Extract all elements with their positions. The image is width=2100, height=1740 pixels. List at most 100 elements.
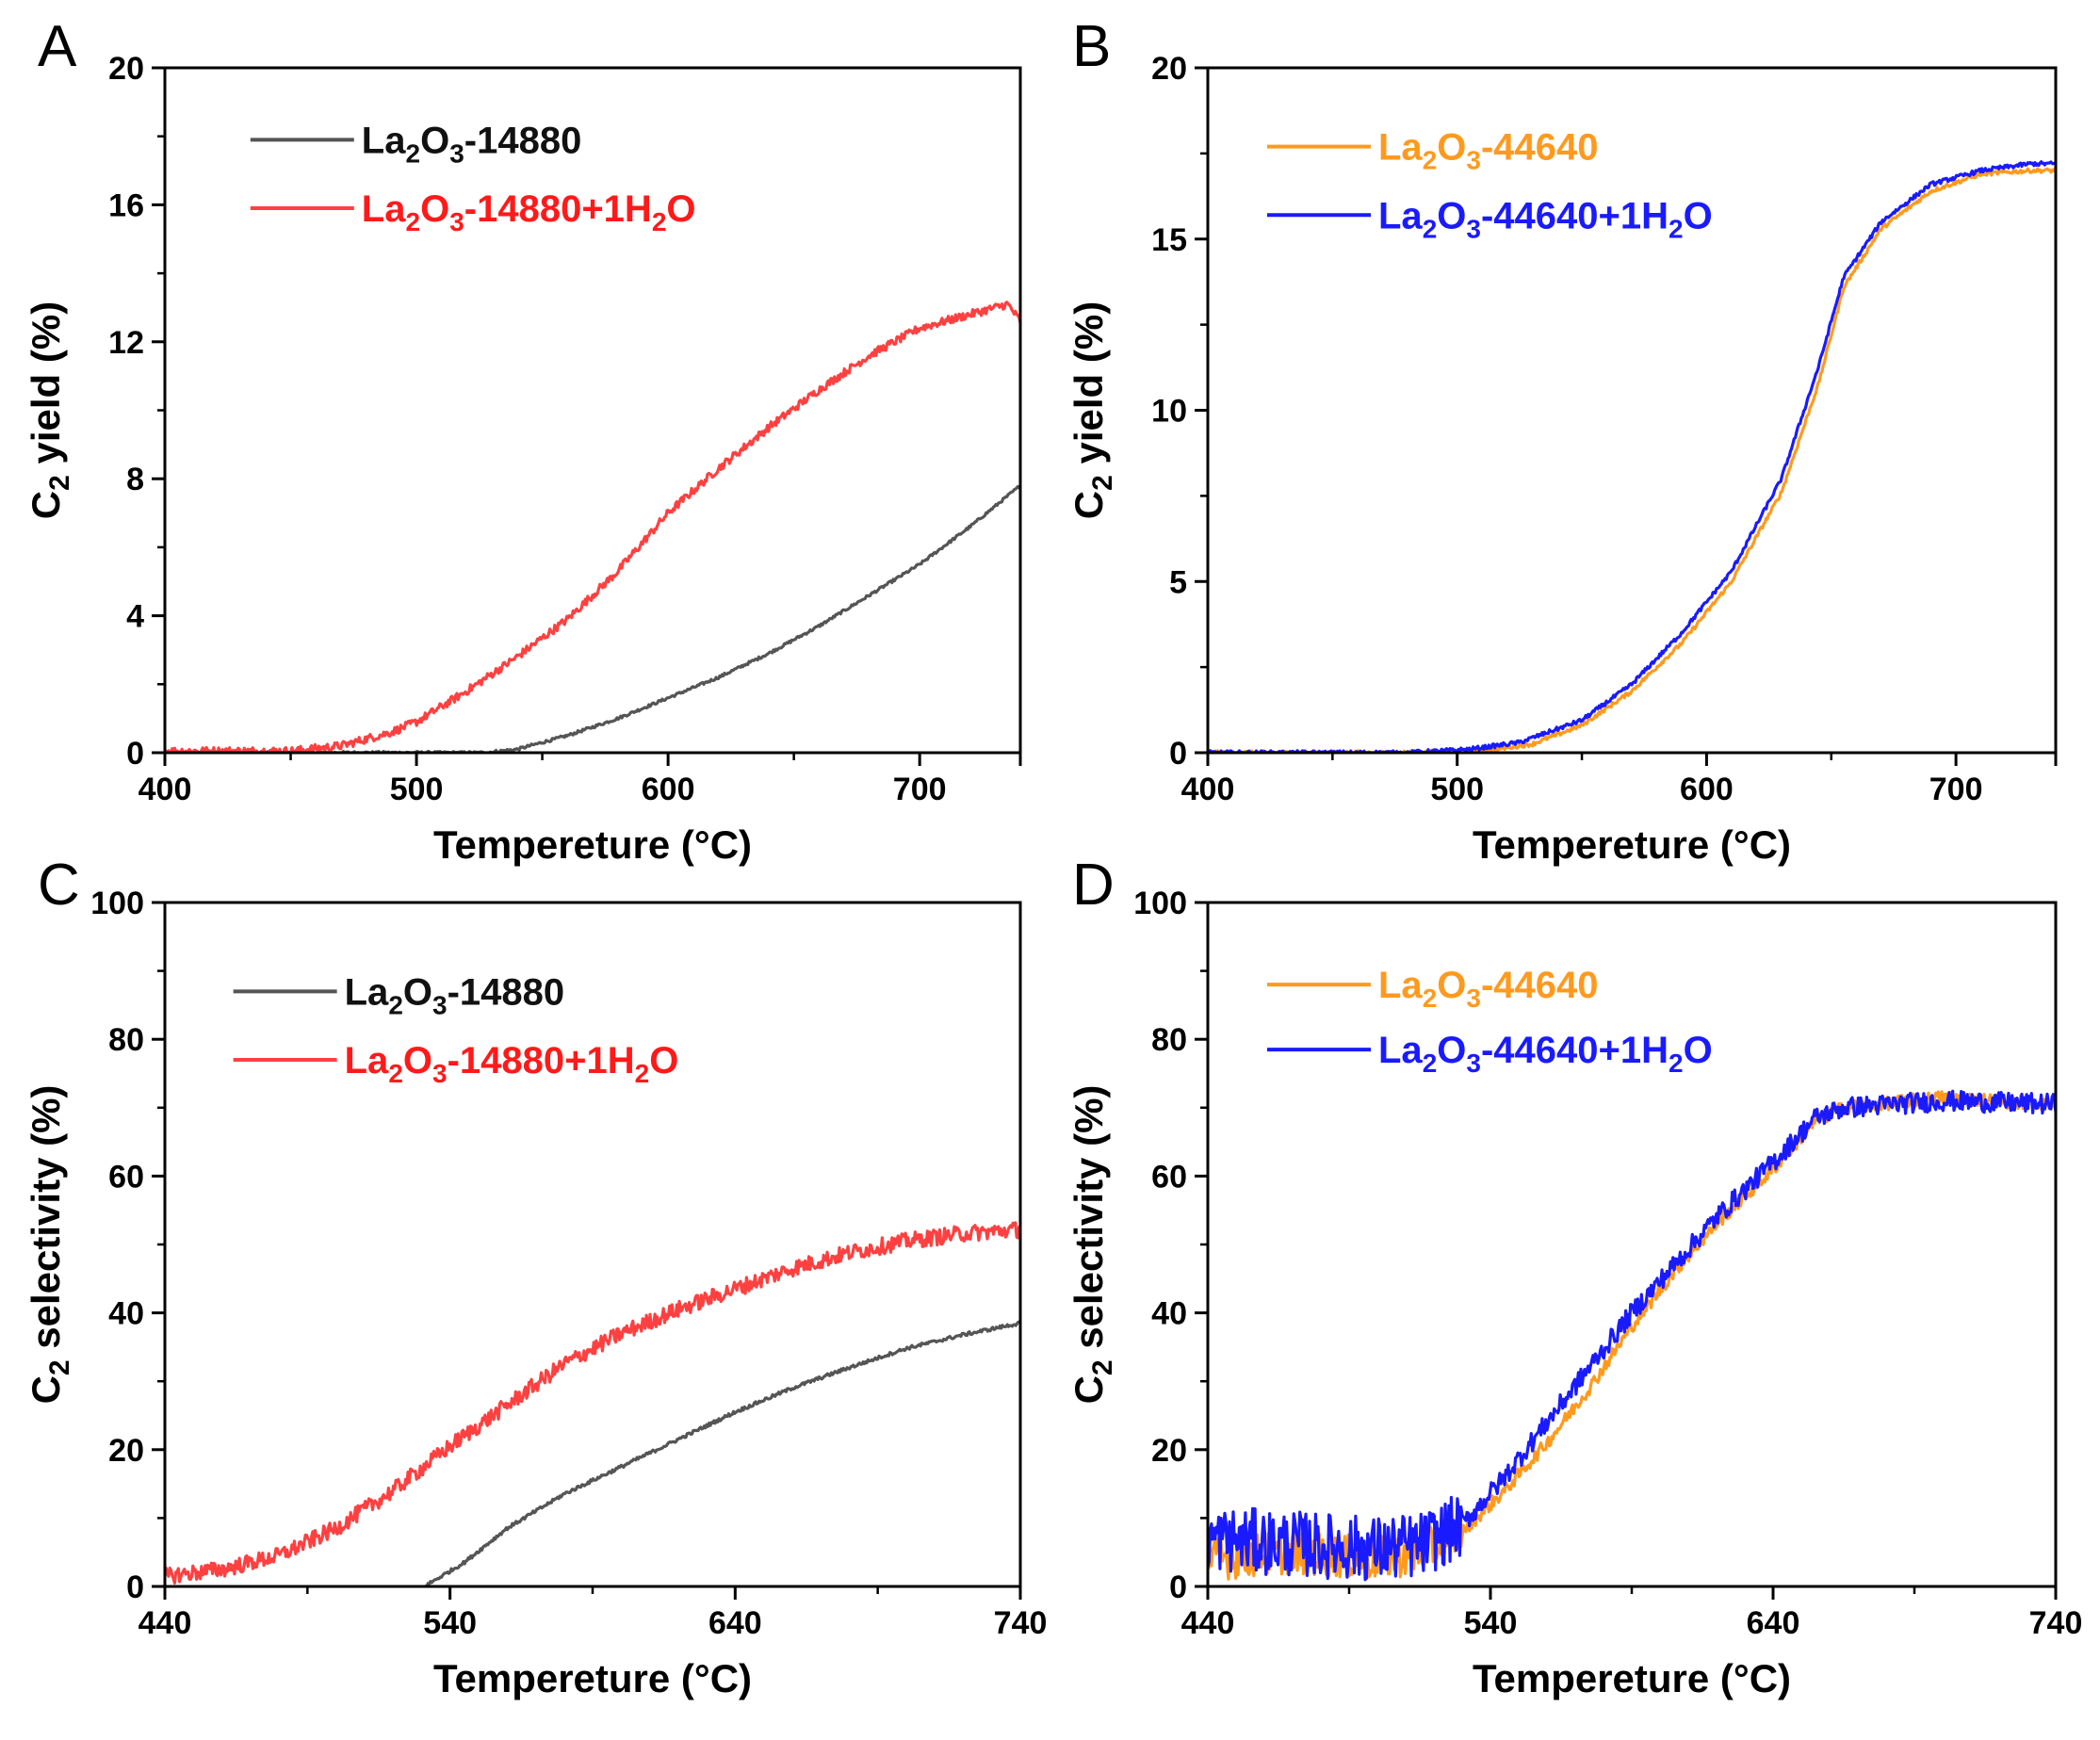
- series-line-0: [165, 484, 1020, 753]
- legend-label-part: O: [1437, 127, 1466, 169]
- legend-label-part: O: [1437, 965, 1466, 1006]
- y-tick-label: 80: [1151, 1022, 1187, 1058]
- legend-label-part: 3: [1466, 984, 1481, 1013]
- legend-label-part: La: [1378, 195, 1423, 236]
- x-axis-title: Tempereture (°C): [433, 822, 752, 867]
- legend-label-part: 2: [405, 207, 420, 236]
- x-tick-label: 600: [642, 772, 695, 807]
- plot-frame: [1206, 901, 2058, 1588]
- legend-label-part: La: [1378, 1030, 1423, 1071]
- y-tick-label: 20: [1151, 51, 1187, 87]
- x-tick-label: 700: [893, 772, 947, 807]
- y-tick-label: 0: [126, 1569, 144, 1605]
- legend-label-part: 2: [388, 990, 403, 1019]
- series-line-0: [1208, 167, 2056, 753]
- panel-letter: D: [1072, 853, 1115, 918]
- y-axis-title-part: C: [24, 491, 68, 519]
- y-axis-title-part: C: [24, 1375, 68, 1404]
- legend-label-part: O: [420, 188, 449, 230]
- panel-letter: B: [1072, 14, 1111, 79]
- plot-frame: [163, 66, 1022, 755]
- legend-label-part: 2: [635, 1059, 650, 1088]
- x-tick-label: 640: [1747, 1605, 1800, 1641]
- panel-letter: A: [38, 14, 77, 79]
- y-axis-title-part: 2: [1087, 1359, 1118, 1375]
- x-tick-label: 500: [390, 772, 444, 807]
- legend-label-part: La: [1378, 965, 1423, 1006]
- y-tick-label: 16: [108, 187, 144, 223]
- panel-d: D 440 540 640 740 0 20 40 60 80 100 Tempereture (°C…: [1066, 853, 2082, 1700]
- y-axis-title: C2 yield (%): [24, 301, 75, 519]
- legend-label-part: O: [1437, 195, 1466, 236]
- legend-label-part: La: [362, 120, 406, 161]
- y-tick-label: 100: [90, 886, 144, 921]
- legend-label-part: -14880+1H: [448, 1040, 635, 1081]
- panel-c: C 440 540 640 740 0 20 40 60 80 100 Tempereture (°C…: [24, 853, 1047, 1700]
- y-axis-title-part: C: [1066, 491, 1111, 519]
- x-axis-title: Tempereture (°C): [433, 1656, 752, 1700]
- panel-b: B 400 500 600 700 0 5 10 15 20 Tempereture (°C) C2 …: [1066, 14, 2058, 867]
- legend-label-part: -44640+1H: [1481, 1030, 1669, 1071]
- legend-label-part: La: [362, 188, 406, 230]
- legend-label-part: La: [345, 971, 389, 1013]
- legend-label: La2O3-44640+1H2O: [1378, 1030, 1713, 1078]
- legend-label-part: 3: [1466, 214, 1481, 243]
- legend-label-part: 2: [652, 207, 667, 236]
- legend-label-part: O: [666, 188, 695, 230]
- legend-label-part: O: [1437, 1030, 1466, 1071]
- y-tick-label: 12: [108, 325, 144, 361]
- legend-label: La2O3-14880: [345, 971, 565, 1019]
- x-tick-label: 500: [1430, 772, 1484, 807]
- y-axis-title-part: selectivity (%): [1066, 1085, 1111, 1360]
- y-tick-label: 8: [126, 462, 144, 497]
- x-tick-label: 440: [1181, 1605, 1235, 1641]
- legend-label-part: 3: [449, 138, 464, 168]
- y-tick-label: 60: [1151, 1159, 1187, 1195]
- legend-label-part: 2: [1423, 214, 1438, 243]
- y-tick-label: 20: [1151, 1433, 1187, 1469]
- legend-label-part: -14880: [448, 971, 565, 1013]
- legend-label-part: O: [1684, 195, 1713, 236]
- legend-label-part: 2: [1423, 1049, 1438, 1078]
- y-tick-label: 40: [108, 1296, 144, 1332]
- y-axis-title-part: 2: [44, 475, 75, 491]
- y-tick-label: 0: [1169, 1569, 1187, 1605]
- y-tick-label: 20: [108, 51, 144, 87]
- y-tick-label: 40: [1151, 1296, 1187, 1332]
- panel-letter: C: [38, 853, 80, 918]
- legend-label-part: 3: [1466, 1049, 1481, 1078]
- legend-label-part: 3: [449, 207, 464, 236]
- y-axis-title-part: 2: [1087, 475, 1118, 491]
- legend-label: La2O3-44640: [1378, 127, 1599, 175]
- series-line-0: [1208, 1090, 2056, 1581]
- x-tick-label: 440: [138, 1605, 192, 1641]
- series-line-1: [1208, 160, 2056, 753]
- y-tick-label: 5: [1169, 564, 1187, 600]
- plot-frame: [1206, 66, 2058, 755]
- legend-label-part: 2: [388, 1059, 403, 1088]
- y-tick-label: 4: [126, 599, 144, 635]
- legend-label-part: 3: [432, 990, 448, 1019]
- legend-label-part: O: [1684, 1030, 1713, 1071]
- legend-label-part: 2: [1669, 1049, 1684, 1078]
- y-axis-title-part: C: [1066, 1375, 1111, 1404]
- legend-label-part: La: [345, 1040, 389, 1081]
- x-tick-label: 740: [994, 1605, 1048, 1641]
- series-line-1: [165, 301, 1020, 753]
- y-tick-label: 0: [126, 736, 144, 772]
- legend-label-part: -14880+1H: [464, 188, 652, 230]
- legend-label-part: O: [649, 1040, 678, 1081]
- legend-label-part: 2: [1423, 146, 1438, 175]
- y-tick-label: 10: [1151, 394, 1187, 430]
- legend-label-part: 2: [1423, 984, 1438, 1013]
- legend-label-part: 3: [432, 1059, 448, 1088]
- y-axis-title: C2 yield (%): [1066, 301, 1118, 519]
- legend-label-part: La: [1378, 127, 1423, 169]
- y-axis-title: C2 selectivity (%): [1066, 1085, 1118, 1405]
- legend-label-part: O: [403, 1040, 432, 1081]
- legend-label: La2O3-14880+1H2O: [362, 188, 696, 236]
- y-axis-title: C2 selectivity (%): [24, 1085, 75, 1405]
- y-axis-title-part: selectivity (%): [24, 1085, 68, 1360]
- y-tick-label: 100: [1133, 886, 1187, 921]
